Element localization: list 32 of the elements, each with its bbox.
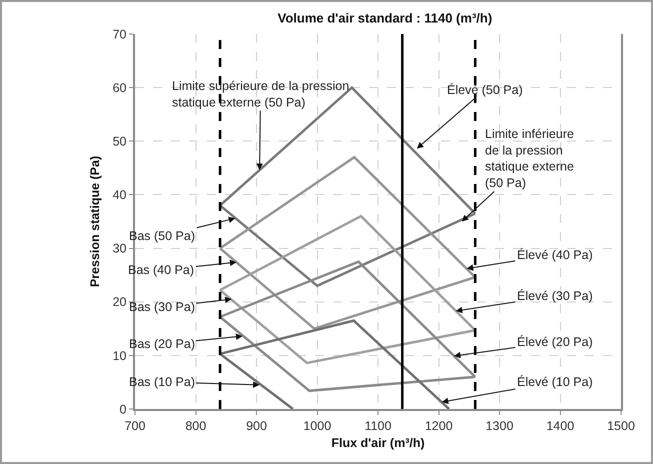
y-tick-label: 10 xyxy=(112,348,127,363)
x-tick-label: 1100 xyxy=(364,419,392,433)
y-tick-label: 70 xyxy=(112,27,127,42)
x-tick-label: 1500 xyxy=(607,419,635,433)
x-tick-label: 700 xyxy=(124,419,146,433)
annotation: Bas (20 Pa) xyxy=(129,337,196,351)
annotation: Élevé (20 Pa) xyxy=(517,335,593,349)
annotation: Bas (10 Pa) xyxy=(129,375,196,389)
y-tick-label: 40 xyxy=(112,188,127,202)
chart-title: Volume d'air standard : 1140 (m³/h) xyxy=(278,10,492,26)
annotation: Élevé (40 Pa) xyxy=(517,248,593,262)
x-tick-label: 900 xyxy=(246,419,267,433)
y-tick-label: 50 xyxy=(112,134,127,149)
annotation: Élevé (30 Pa) xyxy=(517,289,593,303)
y-tick-label: 0 xyxy=(120,402,127,416)
y-axis-title: Pression statique (Pa) xyxy=(88,156,102,288)
annotation: Bas (40 Pa) xyxy=(128,263,194,277)
annotation: Limite inférieure de la pression statique externe (50 Pa) xyxy=(485,127,574,190)
annotation: Bas (50 Pa) xyxy=(129,229,196,243)
y-tick-label: 30 xyxy=(112,242,127,256)
x-tick-label: 1200 xyxy=(424,419,453,433)
annotation: Élevé (10 Pa) xyxy=(517,375,593,389)
annotation: Élevé (50 Pa) xyxy=(447,83,523,97)
y-tick-label: 60 xyxy=(112,80,127,95)
x-axis-title: Flux d'air (m³/h) xyxy=(331,436,425,450)
x-tick-label: 800 xyxy=(185,419,206,433)
annotation: Limite supérieure de la pression statique externe (50 Pa) xyxy=(172,79,350,110)
x-tick-label: 1300 xyxy=(486,419,514,433)
x-tick-label: 1400 xyxy=(546,419,574,433)
x-tick-label: 1000 xyxy=(303,419,332,433)
annotation: Bas (30 Pa) xyxy=(129,300,196,314)
y-tick-label: 20 xyxy=(112,295,127,310)
